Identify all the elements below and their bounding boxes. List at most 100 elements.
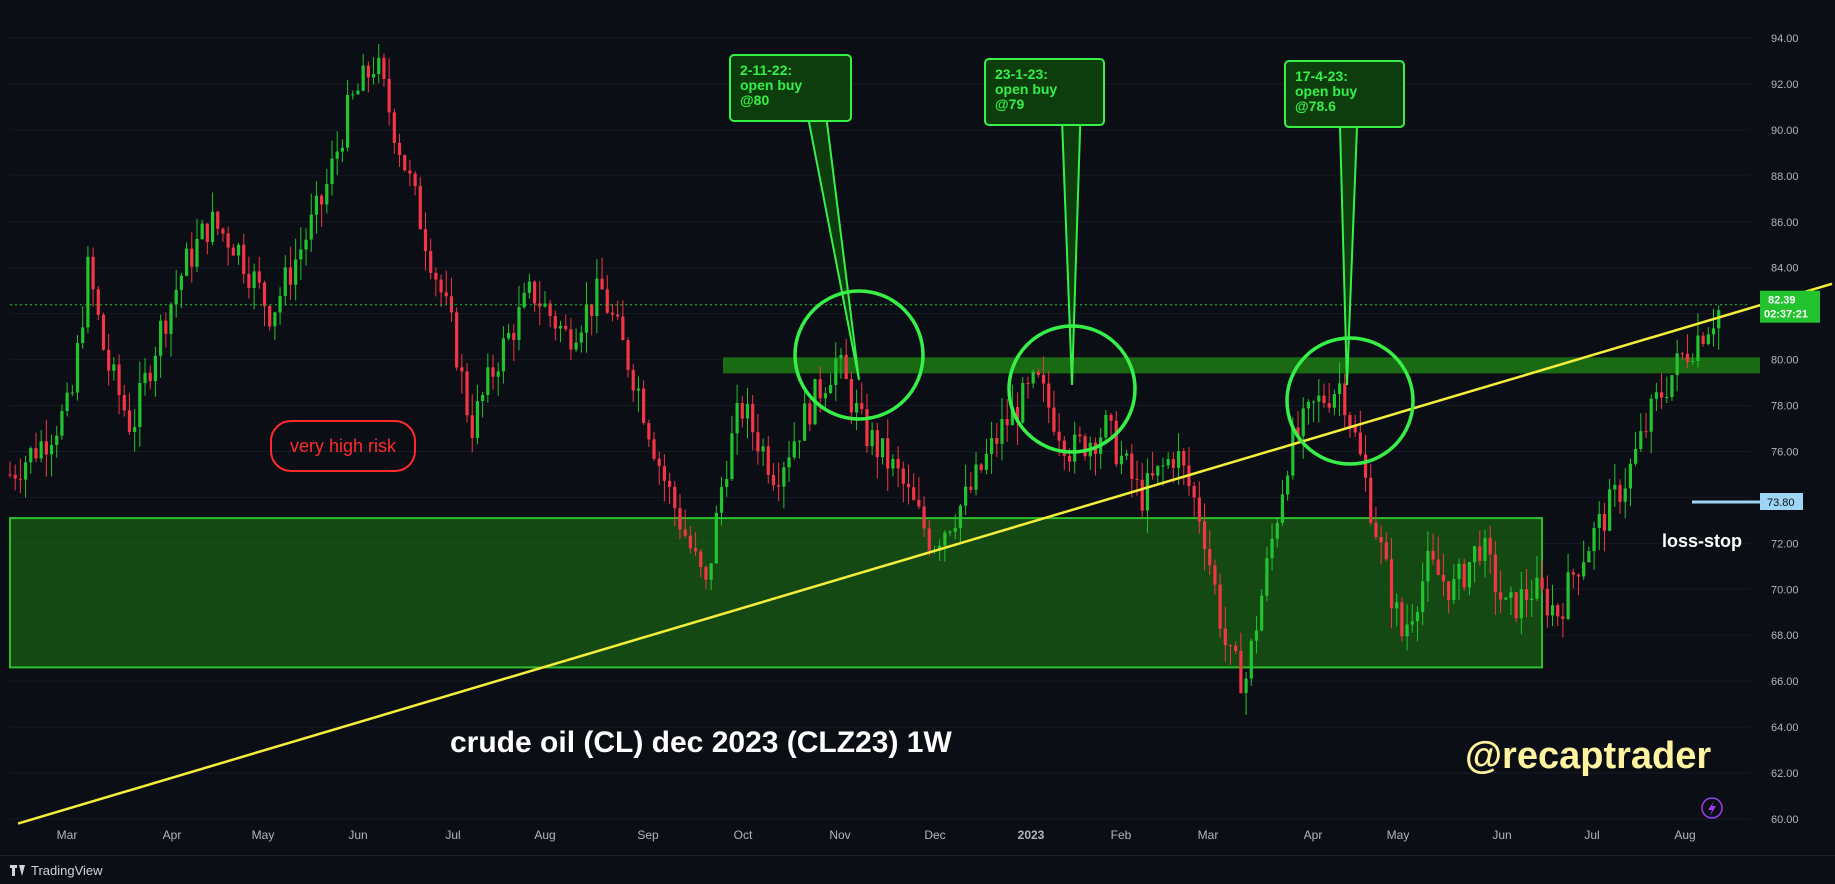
time-tick-label: Jun [348,828,367,842]
candle-body [839,354,843,359]
candle-body [1524,589,1529,601]
brand-name: TradingView [31,862,103,878]
candle-body [371,74,376,78]
candle-body [294,259,298,285]
candle-body [1296,427,1300,437]
candle-body [1384,542,1388,560]
candle-body [216,211,220,229]
loss-stop-marker: loss-stop [1662,531,1742,551]
candle-body [60,411,64,436]
candle-body [1052,407,1056,432]
candle-body [475,401,480,439]
candle-body [34,448,38,459]
candle-body [948,531,952,533]
loss-stop-badge [1760,493,1803,511]
candle-body [465,371,469,416]
candle-body [1587,551,1591,563]
candle-body [1166,458,1170,466]
candle-body [1327,403,1331,408]
time-tick-label: Feb [1111,828,1132,842]
candle-body [844,354,848,380]
candle-body [1711,328,1716,335]
candle-body [1223,628,1227,646]
time-tick-label: Aug [1674,828,1695,842]
price-tick-label: 72.00 [1771,538,1799,550]
candle-body [896,458,900,469]
candle-body [1447,581,1451,601]
candle-body [1431,550,1435,560]
candle-body [828,384,833,394]
price-axis[interactable]: 94.0092.0090.0088.0086.0084.0082.0080.00… [1760,33,1820,826]
candle-body [184,248,189,276]
time-tick-label: May [252,828,275,842]
resistance-zone [723,357,1760,374]
support-zone [9,517,1543,669]
candle-body [1363,454,1368,478]
candle-body [1597,514,1601,528]
time-tick-label: Dec [924,828,945,842]
candle-body [195,238,199,267]
candle-body [808,403,812,425]
candle-body [236,244,241,256]
candle-body [647,423,651,440]
tradingview-logo[interactable]: TradingView [10,863,103,878]
candle-body [86,256,90,328]
candle-body [1026,383,1030,385]
trendline [10,282,1833,825]
candle-body [1192,486,1196,498]
candle-body [610,312,615,315]
candle-body [1452,579,1456,601]
price-tick-label: 90.00 [1771,125,1799,137]
candle-body [860,403,864,410]
candle-body [91,256,95,290]
candle-body [735,403,739,434]
candle-body [252,271,256,288]
candle-body [1254,630,1259,641]
candle-body [81,327,85,344]
candle-body [1239,650,1243,694]
price-tick-label: 92.00 [1771,79,1799,91]
candle-body [1265,558,1269,596]
time-axis[interactable]: Mar Apr May Jun Jul Aug Sep Oct Nov Dec 2023 Feb Mar… [57,828,1696,842]
candle-body [486,367,490,395]
candle-body [1582,562,1586,577]
candle-body [470,415,474,439]
candle-body [1545,588,1549,616]
candle-body [1202,521,1207,550]
candle-body [387,78,391,113]
candle-body [1426,550,1430,582]
footer-bar: TradingView [0,855,1835,884]
candle-body [621,316,625,341]
candle-body [1182,451,1186,466]
candle-body [23,462,28,480]
candle-body [1114,420,1118,465]
candle-body [912,487,916,500]
candle-body [558,325,563,329]
last-price-countdown: 02:37:21 [1764,309,1808,321]
candle-body [964,486,968,506]
candle-body [1249,640,1253,679]
candle-body [96,289,100,315]
candle-body [974,464,978,490]
lightning-icon[interactable] [1701,797,1723,819]
time-tick-label: Aug [534,828,555,842]
candle-body [600,278,604,290]
price-tick-label: 68.00 [1771,630,1799,642]
candle-body [1260,595,1264,631]
candle-body [1613,484,1617,490]
candle-body [1540,577,1544,589]
candle-body [792,441,796,458]
candle-body [1421,581,1425,613]
candle-body [1197,497,1201,522]
candle-body [1514,592,1518,619]
candle-body [1208,549,1212,566]
candle-body [1041,374,1046,384]
candle-body [766,446,770,475]
candle-body [122,395,126,411]
candle-body [512,332,516,340]
candle-body [875,430,879,458]
candle-body [1608,489,1612,531]
candle-body [1301,408,1305,437]
